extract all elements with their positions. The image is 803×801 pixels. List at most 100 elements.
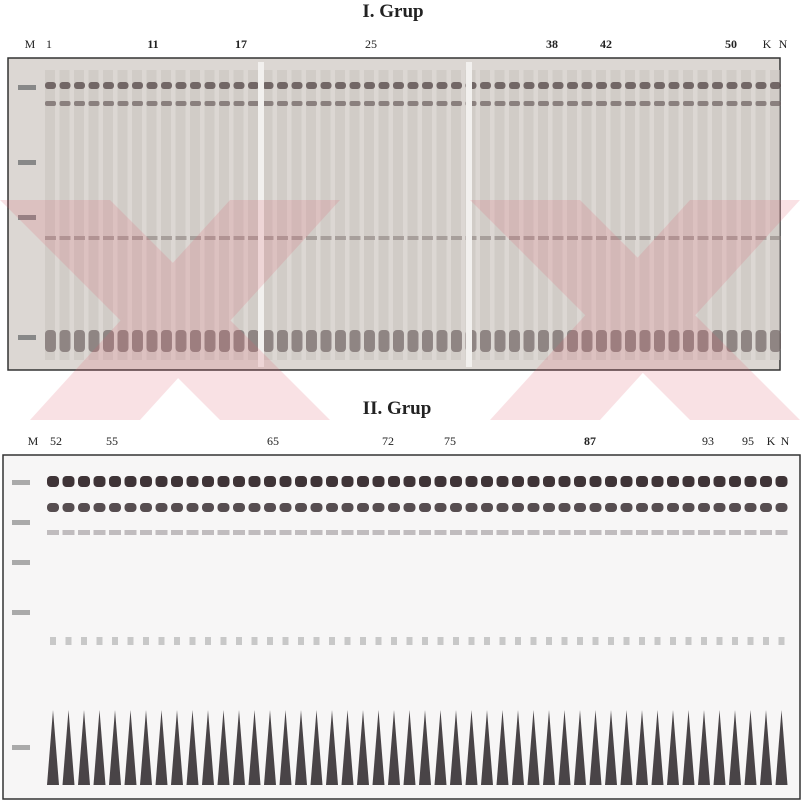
gel-band bbox=[713, 710, 726, 785]
gel-band bbox=[610, 82, 622, 89]
gel-band bbox=[712, 82, 723, 89]
gel-band bbox=[654, 236, 665, 240]
gel-band bbox=[668, 70, 679, 360]
gel-band bbox=[45, 82, 56, 89]
gel-band bbox=[233, 70, 244, 360]
gel-band bbox=[190, 330, 201, 352]
gel-band bbox=[494, 330, 506, 352]
gel-band bbox=[775, 530, 788, 535]
gel-band bbox=[258, 62, 264, 367]
gel-band bbox=[682, 530, 695, 535]
gel-band bbox=[146, 330, 158, 352]
gel-band bbox=[62, 503, 75, 512]
gel-band bbox=[320, 101, 332, 106]
gel-band bbox=[636, 710, 648, 785]
gel-band bbox=[205, 637, 211, 645]
gel-band bbox=[651, 530, 664, 535]
gel-band bbox=[310, 530, 323, 535]
gel-band bbox=[171, 530, 183, 535]
lane-label: 38 bbox=[546, 37, 558, 51]
gel-band bbox=[329, 637, 335, 645]
gel-band bbox=[219, 82, 230, 89]
gel-band bbox=[143, 637, 149, 645]
gel-band bbox=[667, 503, 679, 512]
gel-band bbox=[74, 70, 84, 360]
gel-band bbox=[47, 476, 59, 487]
gel-band bbox=[625, 70, 635, 360]
gel-band bbox=[59, 330, 71, 352]
gel-band bbox=[248, 476, 261, 487]
gel-band bbox=[639, 236, 651, 240]
gel-band bbox=[610, 330, 622, 352]
gel-band bbox=[744, 710, 757, 785]
gel-band bbox=[357, 710, 369, 785]
gel-band bbox=[543, 476, 555, 487]
gel-band bbox=[326, 503, 338, 512]
gel-band bbox=[277, 70, 287, 360]
gel-band bbox=[450, 476, 462, 487]
gel-band bbox=[306, 101, 317, 106]
lane-label: 17 bbox=[235, 37, 247, 51]
gel-band bbox=[174, 637, 180, 645]
lane-label: M bbox=[25, 37, 36, 51]
gel-band bbox=[132, 236, 143, 240]
gel-band bbox=[364, 70, 374, 360]
gel-band bbox=[744, 476, 757, 487]
gel-band bbox=[306, 330, 317, 352]
gel-band bbox=[388, 710, 400, 785]
gel-band bbox=[393, 236, 404, 240]
gel-band bbox=[171, 710, 183, 785]
gel-band bbox=[596, 82, 607, 89]
gel-band bbox=[202, 476, 214, 487]
gel-band bbox=[729, 710, 741, 785]
gel-band bbox=[295, 710, 307, 785]
gel-band bbox=[391, 637, 397, 645]
gel-band bbox=[360, 637, 366, 645]
gel-band bbox=[295, 476, 307, 487]
gel-band bbox=[770, 101, 781, 106]
gel-band bbox=[639, 101, 651, 106]
gel-band bbox=[589, 503, 602, 512]
gel-band bbox=[481, 503, 493, 512]
gel-band bbox=[407, 236, 419, 240]
gel-band bbox=[155, 503, 168, 512]
gel-band bbox=[697, 70, 708, 360]
gel-band bbox=[277, 101, 288, 106]
gel-frame bbox=[2, 454, 801, 800]
lane-label: 72 bbox=[382, 434, 394, 448]
gel-band bbox=[320, 70, 331, 360]
gel-band bbox=[729, 476, 741, 487]
gel-band bbox=[190, 101, 201, 106]
gel-band bbox=[419, 503, 431, 512]
gel-band bbox=[349, 82, 361, 89]
gel-band bbox=[341, 503, 354, 512]
gel-band bbox=[760, 503, 772, 512]
gel-band bbox=[186, 710, 199, 785]
gel-band bbox=[393, 101, 404, 106]
gel-band bbox=[93, 710, 106, 785]
gel-band bbox=[204, 82, 216, 89]
gel-band bbox=[775, 503, 788, 512]
gel-band bbox=[543, 530, 555, 535]
gel-band bbox=[378, 70, 389, 360]
gel-band bbox=[248, 530, 261, 535]
gel-band bbox=[763, 637, 769, 645]
gel-band bbox=[344, 637, 351, 645]
gel-band bbox=[726, 70, 737, 360]
gel-band bbox=[434, 530, 447, 535]
gel-band bbox=[372, 530, 385, 535]
gel-band bbox=[712, 70, 722, 360]
gel-band bbox=[422, 70, 432, 360]
gel-band bbox=[741, 82, 752, 89]
gel-band bbox=[45, 101, 56, 106]
gel-band bbox=[357, 476, 369, 487]
gel-band bbox=[117, 330, 129, 352]
gel-band bbox=[112, 637, 118, 645]
gel-band bbox=[93, 503, 106, 512]
gel-band bbox=[451, 70, 461, 360]
gel-band bbox=[451, 101, 462, 106]
gel-band bbox=[605, 530, 617, 535]
gel-band bbox=[12, 480, 30, 485]
gel-band bbox=[175, 70, 186, 360]
gel-band bbox=[682, 476, 695, 487]
